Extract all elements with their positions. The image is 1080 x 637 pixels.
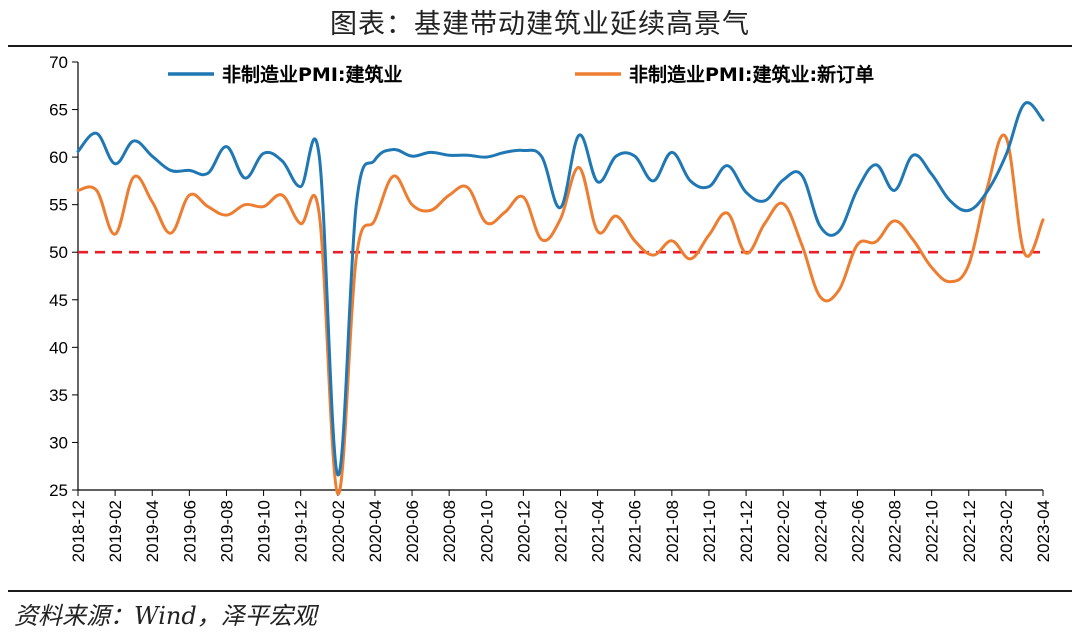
bottom-rule (8, 590, 1072, 592)
y-tick-label: 50 (49, 243, 68, 262)
x-tick-label: 2019-04 (143, 500, 162, 562)
x-tick-label: 2021-06 (626, 500, 645, 562)
x-tick-label: 2022-12 (960, 500, 979, 562)
y-tick-label: 45 (49, 291, 68, 310)
y-tick-label: 35 (49, 386, 68, 405)
x-tick-label: 2021-12 (737, 500, 756, 562)
x-tick-label: 2022-02 (774, 500, 793, 562)
x-tick-label: 2023-04 (1034, 500, 1053, 562)
x-tick-label: 2020-08 (440, 500, 459, 562)
x-tick-label: 2022-06 (848, 500, 867, 562)
legend-label: 非制造业PMI:建筑业 (222, 63, 403, 86)
y-tick-label: 65 (49, 101, 68, 120)
x-tick-label: 2019-12 (292, 500, 311, 562)
x-tick-label: 2020-10 (477, 500, 496, 562)
x-tick-label: 2021-02 (552, 500, 571, 562)
x-tick-label: 2021-04 (589, 500, 608, 562)
chart-legend: 非制造业PMI:建筑业 非制造业PMI:建筑业:新订单 (168, 63, 874, 86)
x-tick-label: 2020-02 (329, 500, 348, 562)
x-tick-label: 2021-08 (663, 500, 682, 562)
x-tick-label: 2022-10 (923, 500, 942, 562)
chart-title: 图表：基建带动建筑业延续高景气 (330, 9, 750, 40)
y-tick-label: 25 (49, 481, 68, 500)
top-rule (8, 45, 1072, 47)
legend-item-construction-new-orders: 非制造业PMI:建筑业:新订单 (575, 63, 874, 86)
x-tick-label: 2022-04 (811, 500, 830, 562)
series-layer (76, 101, 1045, 496)
x-tick-label: 2018-12 (69, 500, 88, 562)
x-tick-label: 2019-08 (217, 500, 236, 562)
x-tick-label: 2019-10 (255, 500, 274, 562)
y-tick-label: 30 (49, 433, 68, 452)
x-tick-label: 2020-12 (514, 500, 533, 562)
legend-label: 非制造业PMI:建筑业:新订单 (629, 63, 874, 86)
legend-item-construction-pmi: 非制造业PMI:建筑业 (168, 63, 403, 86)
x-tick-label: 2020-04 (366, 500, 385, 562)
y-tick-label: 40 (49, 338, 68, 357)
x-tick-label: 2020-06 (403, 500, 422, 562)
y-tick-label: 70 (49, 53, 68, 72)
x-tick-label: 2022-08 (886, 500, 905, 562)
x-tick-label: 2021-10 (700, 500, 719, 562)
series-line-construction-pmi (76, 101, 1045, 477)
x-tick-label: 2019-02 (106, 500, 125, 562)
source-note: 资料来源：Wind，泽平宏观 (14, 602, 317, 630)
y-tick-label: 60 (49, 148, 68, 167)
x-tick-label: 2023-02 (997, 500, 1016, 562)
chart-axes: 25 30 35 40 45 50 55 60 65 70 2018-12 2019-02 2019-0… (49, 53, 1053, 562)
y-tick-label: 55 (49, 196, 68, 215)
x-tick-label: 2019-06 (180, 500, 199, 562)
series-line-construction-new-orders (76, 133, 1045, 496)
